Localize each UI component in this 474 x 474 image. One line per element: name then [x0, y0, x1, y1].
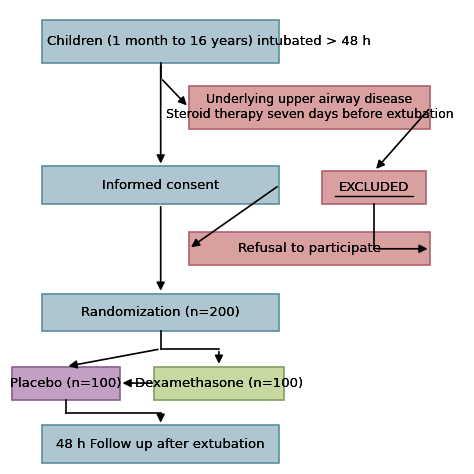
Text: Placebo (n=100): Placebo (n=100) [10, 376, 121, 390]
Text: Refusal to participate: Refusal to participate [238, 242, 381, 255]
Text: Underlying upper airway disease
Steroid therapy seven days before extubation: Underlying upper airway disease Steroid … [166, 93, 453, 121]
FancyBboxPatch shape [42, 293, 279, 331]
Text: Dexamethasone (n=100): Dexamethasone (n=100) [135, 376, 303, 390]
FancyBboxPatch shape [154, 366, 283, 400]
FancyBboxPatch shape [322, 171, 426, 204]
Text: Placebo (n=100): Placebo (n=100) [10, 376, 121, 390]
FancyBboxPatch shape [12, 366, 119, 400]
Text: 48 h Follow up after extubation: 48 h Follow up after extubation [56, 438, 265, 451]
Text: Refusal to participate: Refusal to participate [238, 242, 381, 255]
FancyBboxPatch shape [42, 426, 279, 463]
FancyBboxPatch shape [42, 20, 279, 63]
Text: Randomization (n=200): Randomization (n=200) [82, 306, 240, 319]
FancyBboxPatch shape [189, 232, 430, 265]
Text: EXCLUDED: EXCLUDED [339, 181, 410, 194]
Text: Randomization (n=200): Randomization (n=200) [82, 306, 240, 319]
Text: Underlying upper airway disease
Steroid therapy seven days before extubation: Underlying upper airway disease Steroid … [166, 93, 453, 121]
Text: 48 h Follow up after extubation: 48 h Follow up after extubation [56, 438, 265, 451]
Text: Children (1 month to 16 years) intubated > 48 h: Children (1 month to 16 years) intubated… [47, 35, 371, 48]
Text: Dexamethasone (n=100): Dexamethasone (n=100) [135, 376, 303, 390]
Text: EXCLUDED: EXCLUDED [339, 181, 410, 194]
Text: Informed consent: Informed consent [102, 179, 219, 191]
FancyBboxPatch shape [42, 166, 279, 204]
Text: Children (1 month to 16 years) intubated > 48 h: Children (1 month to 16 years) intubated… [47, 35, 371, 48]
Text: Informed consent: Informed consent [102, 179, 219, 191]
FancyBboxPatch shape [189, 86, 430, 128]
